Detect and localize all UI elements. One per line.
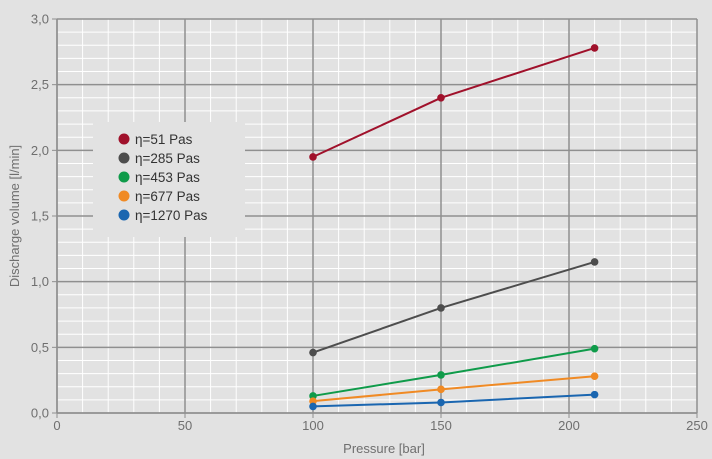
data-point (437, 371, 445, 379)
x-tick-label: 50 (178, 418, 192, 433)
legend-label: η=453 Pas (135, 170, 200, 185)
legend-marker (118, 133, 130, 145)
data-point (437, 398, 445, 407)
x-tick-label: 0 (53, 418, 60, 433)
y-tick-label: 0,0 (31, 406, 49, 421)
y-axis-title: Discharge volume [l/min] (7, 145, 22, 287)
data-point (309, 397, 317, 405)
x-tick-label: 150 (430, 418, 452, 433)
legend-box (93, 122, 245, 237)
x-axis-title: Pressure [bar] (343, 441, 425, 456)
legend: η=51 Pas η=285 Pas η=453 Pas η=677 Pas η=127… (93, 122, 245, 237)
data-point (437, 304, 445, 312)
data-point (309, 402, 317, 411)
legend-marker (118, 190, 130, 202)
data-point (437, 385, 445, 394)
y-tick-label: 2,0 (31, 143, 49, 158)
x-tick-label: 100 (302, 418, 324, 433)
y-tick-label: 0,5 (31, 340, 49, 355)
series-layer (309, 44, 599, 411)
data-point (590, 372, 599, 381)
y-tick-label: 1,5 (31, 209, 49, 224)
legend-label: η=677 Pas (135, 189, 200, 204)
data-point (590, 44, 599, 52)
legend-marker (118, 171, 130, 183)
legend-label: η=285 Pas (135, 151, 200, 166)
axes: 0 50 100 150 200 250 0,0 0,5 1,0 1,5 2,0 2,5 3,0 (31, 12, 708, 434)
legend-label: η=1270 Pas (135, 208, 208, 223)
data-point (309, 153, 317, 161)
data-point (590, 258, 599, 266)
legend-label: η=51 Pas (135, 132, 193, 147)
data-point (309, 392, 317, 400)
y-tick-label: 3,0 (31, 12, 49, 27)
legend-marker (118, 209, 130, 221)
x-tick-label: 200 (558, 418, 580, 433)
x-tick-label: 250 (686, 418, 708, 433)
data-point (590, 390, 599, 399)
data-point (309, 348, 317, 357)
y-tick-label: 2,5 (31, 77, 49, 92)
legend-marker (118, 152, 130, 164)
data-point (437, 94, 445, 102)
y-tick-label: 1,0 (31, 274, 49, 289)
data-point (590, 344, 599, 353)
